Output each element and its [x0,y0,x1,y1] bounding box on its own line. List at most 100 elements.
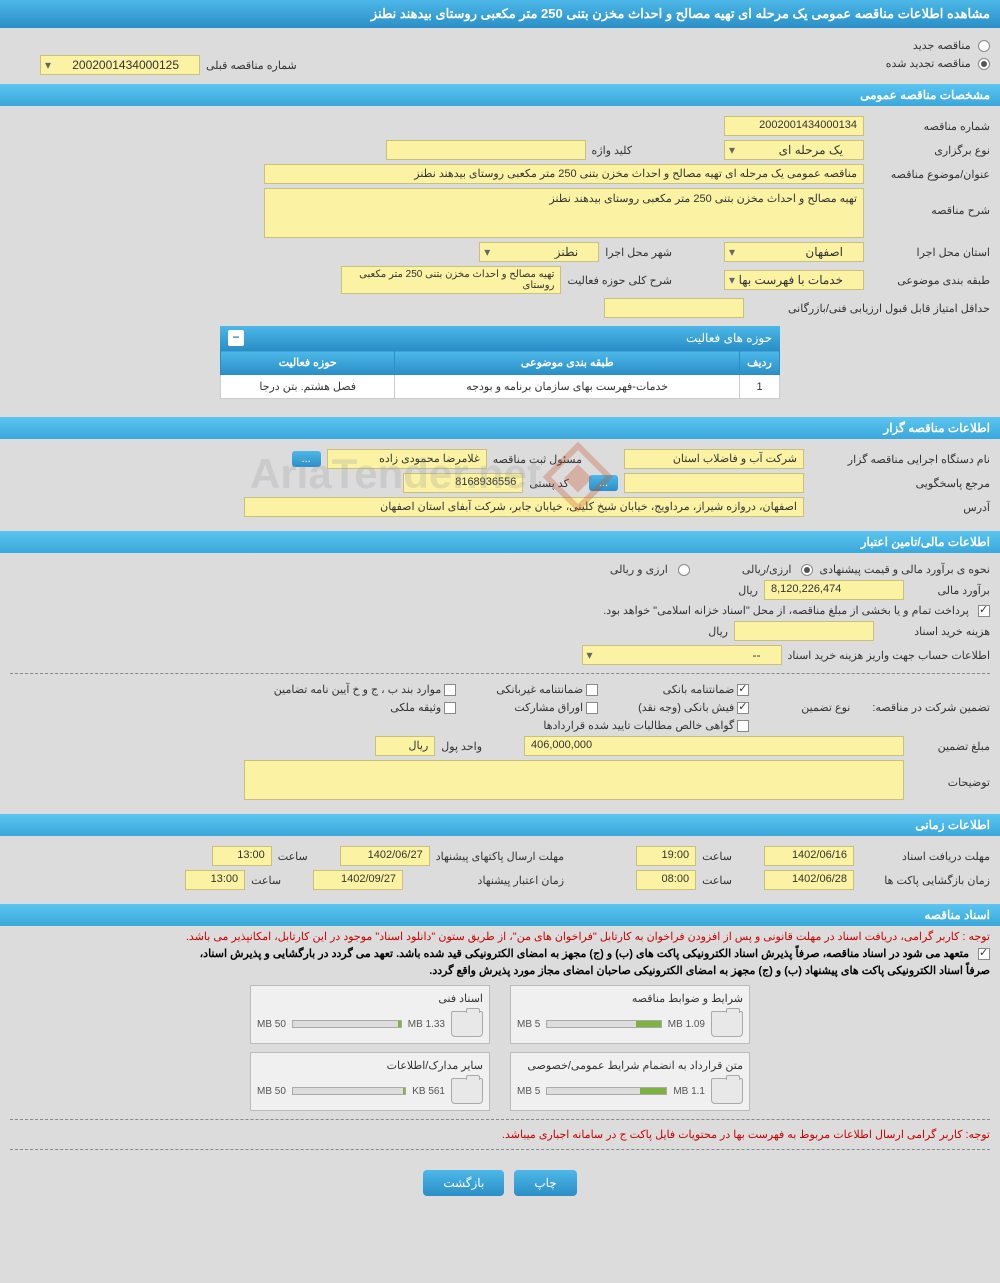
commitment-checkbox[interactable] [978,948,990,960]
doc-cost-field[interactable] [734,621,874,641]
account-info-label: اطلاعات حساب جهت واریز هزینه خرید اسناد [788,649,990,662]
city-select[interactable]: نطنز [479,242,599,262]
bid-deadline-time[interactable]: 13:00 [212,846,272,866]
folder-icon[interactable] [451,1078,483,1104]
g-unit-field: ریال [375,736,435,756]
bid-deadline-date[interactable]: 1402/06/27 [340,846,430,866]
contact-more-button[interactable]: ... [589,475,618,491]
treasury-checkbox[interactable] [978,605,990,617]
category-select[interactable]: خدمات با فهرست بها [724,270,864,290]
file-size-3: 1.1 MB [673,1086,705,1097]
g-amount-field[interactable]: 406,000,000 [524,736,904,756]
cb-claims[interactable] [737,720,749,732]
open-date[interactable]: 1402/06/28 [764,870,854,890]
cb-cash[interactable] [737,702,749,714]
file-title-2: اسناد فنی [257,992,483,1005]
file-title-3: متن قرارداد به انضمام شرایط عمومی/خصوصی [517,1059,743,1072]
table-row: 1 خدمات-فهرست بهای سازمان برنامه و بودجه… [221,375,780,399]
more-button[interactable]: ... [292,451,321,467]
page-title: مشاهده اطلاعات مناقصه عمومی یک مرحله ای … [0,0,1000,28]
file-size-4: 561 KB [412,1086,445,1097]
file-title-4: سایر مدارک/اطلاعات [257,1059,483,1072]
doc-cost-label: هزینه خرید اسناد [880,625,990,638]
tender-no-label: شماره مناقصه [870,120,990,133]
open-time[interactable]: 08:00 [636,870,696,890]
keyword-field[interactable] [386,140,586,160]
col-category: طبقه بندی موضوعی [395,351,740,375]
tender-no-field: 2002001434000134 [724,116,864,136]
open-label: زمان بازگشایی پاکت ها [860,874,990,887]
estimate-field[interactable]: 8,120,226,474 [764,580,904,600]
radio-renewed-tender[interactable] [978,58,990,70]
manager-field: غلامرضا محمودی زاده [327,449,487,469]
radio-both[interactable] [678,564,690,576]
rial-unit: ریال [738,584,758,597]
radio-renewed-label: مناقصه تجدید شده [886,58,971,70]
cb-bank[interactable] [737,684,749,696]
estimate-method-label: نحوه ی برآورد مالی و قیمت پیشنهادی [819,563,990,576]
province-label: استان محل اجرا [870,246,990,259]
cb-bonds[interactable] [586,702,598,714]
doc-deadline-time[interactable]: 19:00 [636,846,696,866]
contact-label: مرجع پاسخگویی [810,477,990,490]
postal-field[interactable]: 8168936556 [403,473,523,493]
docs-note2b: صرفاً اسناد الکترونیکی پاکت های پیشنهاد … [10,964,990,977]
file-box-conditions: شرایط و ضوابط مناقصه 1.09 MB 5 MB [510,985,750,1044]
activity-label: شرح کلی حوزه فعالیت [567,274,672,287]
min-score-field[interactable] [604,298,744,318]
cb-property[interactable] [444,702,456,714]
doc-deadline-date[interactable]: 1402/06/16 [764,846,854,866]
org-field: شرکت آب و فاضلاب استان [624,449,804,469]
col-scope: حوزه فعالیت [221,351,395,375]
address-label: آدرس [810,501,990,514]
desc-field[interactable]: تهیه مصالح و احداث مخزن بتنی 250 متر مکع… [264,188,864,238]
section-timing: اطلاعات زمانی [0,814,1000,836]
province-select[interactable]: اصفهان [724,242,864,262]
time-label-4: ساعت [251,874,281,887]
type-select[interactable]: یک مرحله ای [724,140,864,160]
file-limit-4: 50 MB [257,1086,286,1097]
docs-note3: توجه: کاربر گرامی ارسال اطلاعات مربوط به… [10,1128,990,1141]
file-limit-3: 5 MB [517,1086,540,1097]
section-docs: اسناد مناقصه [0,904,1000,926]
time-label-1: ساعت [702,850,732,863]
type-label: نوع برگزاری [870,144,990,157]
print-button[interactable]: چاپ [514,1170,576,1196]
radio-rial-fx[interactable] [801,564,813,576]
section-issuer: اطلاعات مناقصه گزار [0,417,1000,439]
prev-no-select[interactable]: 2002001434000125 [40,55,200,75]
progress-bar-1 [546,1020,661,1028]
address-field[interactable]: اصفهان، دروازه شیراز، مرداویج، خیابان شی… [244,497,804,517]
guarantee-title: تضمین شرکت در مناقصه: [872,701,990,714]
account-select[interactable]: -- [582,645,782,665]
city-label: شهر محل اجرا [605,246,672,259]
org-label: نام دستگاه اجرایی مناقصه گزار [810,453,990,466]
folder-icon[interactable] [711,1078,743,1104]
validity-label: زمان اعتبار پیشنهاد [409,874,564,887]
file-box-contract: متن قرارداد به انضمام شرایط عمومی/خصوصی … [510,1052,750,1111]
radio-new-tender[interactable] [978,40,990,52]
validity-date[interactable]: 1402/09/27 [313,870,403,890]
folder-icon[interactable] [711,1011,743,1037]
cb-bylaw[interactable] [444,684,456,696]
progress-bar-4 [292,1087,406,1095]
back-button[interactable]: بازگشت [423,1170,504,1196]
file-title-1: شرایط و ضوابط مناقصه [517,992,743,1005]
g-notes-field[interactable] [244,760,904,800]
keyword-label: کلید واژه [592,144,632,157]
contact-field[interactable] [624,473,804,493]
validity-time[interactable]: 13:00 [185,870,245,890]
folder-icon[interactable] [451,1011,483,1037]
file-size-1: 1.09 MB [668,1019,705,1030]
treasury-note: پرداخت تمام و یا بخشی از مبلغ مناقصه، از… [603,604,969,617]
subject-label: عنوان/موضوع مناقصه [870,168,990,181]
min-score-label: حداقل امتیاز قابل قبول ارزیابی فنی/بازرگ… [750,302,990,315]
collapse-icon[interactable]: − [228,330,244,346]
currency-mixed-label: ارزی/ریالی [742,563,792,576]
activity-table-title: حوزه های فعالیت [686,331,772,345]
rial-unit-2: ریال [708,625,728,638]
cb-nonbank[interactable] [586,684,598,696]
subject-field[interactable]: مناقصه عمومی یک مرحله ای تهیه مصالح و اح… [264,164,864,184]
bid-deadline-label: مهلت ارسال پاکتهای پیشنهاد [436,850,564,863]
activity-field[interactable]: تهیه مصالح و احداث مخزن بتنی 250 متر مکع… [341,266,561,294]
